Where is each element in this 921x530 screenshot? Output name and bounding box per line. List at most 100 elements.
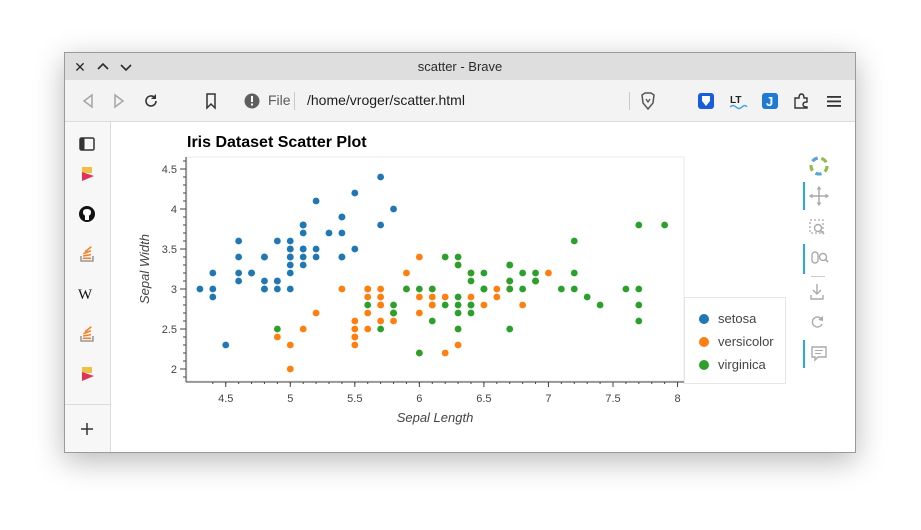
data-point-virginica [506,277,514,285]
x-tick-label: 5.5 [347,393,362,405]
data-point-setosa [325,229,333,237]
data-point-versicolor [286,365,294,373]
site-info-icon[interactable] [242,91,262,111]
data-point-setosa [235,269,243,277]
data-point-setosa [209,293,217,301]
data-point-setosa [235,277,243,285]
data-point-setosa [299,229,307,237]
legend-item-setosa[interactable]: setosa [699,311,756,327]
data-point-virginica [467,309,475,317]
bookmark-icon[interactable] [201,91,221,111]
data-point-setosa [286,253,294,261]
data-point-setosa [338,253,346,261]
legend[interactable]: setosa versicolor virginica [684,297,786,384]
x-tick-label: 6.5 [476,393,491,405]
wikipedia-icon[interactable]: W [77,284,97,304]
reset-icon[interactable] [803,310,833,334]
bokeh-logo-icon[interactable] [803,154,833,178]
y-tick-label: 4.5 [162,164,177,176]
data-point-versicolor [377,301,385,309]
data-point-setosa [299,253,307,261]
data-point-setosa [312,253,320,261]
save-icon[interactable] [803,280,833,304]
brave-shields-icon[interactable] [638,91,658,111]
data-point-virginica [519,285,527,293]
sidebar-divider [65,404,110,405]
dict-extension-icon[interactable]: J [760,91,780,111]
data-point-virginica [506,261,514,269]
data-points [196,173,669,373]
wheel-zoom-icon[interactable] [803,244,835,274]
data-point-versicolor [351,341,359,349]
github-icon[interactable] [77,204,97,224]
data-point-versicolor [441,349,449,357]
close-icon[interactable]: ✕ [74,59,86,75]
stackoverflow-icon-2[interactable] [77,324,97,344]
pan-tool-icon[interactable] [803,182,835,210]
add-icon[interactable] [77,419,97,439]
forward-icon[interactable] [109,91,129,111]
data-point-virginica [635,285,643,293]
bitwarden-icon[interactable] [696,91,716,111]
page-content: Iris Dataset Scatter Plot 4.5 5 5.5 6 6.5 7 7.… [111,122,855,453]
data-point-virginica [506,285,514,293]
data-point-versicolor [493,285,501,293]
bookmark-app-icon[interactable] [77,164,97,184]
stackoverflow-icon[interactable] [77,244,97,264]
data-point-virginica [635,221,643,229]
back-icon[interactable] [78,91,98,111]
legend-item-virginica[interactable]: virginica [699,357,766,373]
url-input[interactable]: /home/vroger/scatter.html [307,92,465,108]
browser-window: ✕ scatter - Brave File /home/vroger/scat… [64,52,856,453]
data-point-virginica [467,301,475,309]
svg-text:LT: LT [730,95,741,106]
extensions-puzzle-icon[interactable] [791,91,811,111]
y-axis-label: Sepal Width [137,234,152,304]
maximize-icon[interactable] [94,58,112,76]
bookmark-app-icon-2[interactable] [77,364,97,384]
data-point-versicolor [351,333,359,341]
data-point-virginica [570,237,578,245]
data-point-versicolor [428,301,436,309]
data-point-versicolor [286,341,294,349]
data-point-versicolor [299,325,307,333]
languagetool-icon[interactable]: LT [728,91,748,111]
reload-icon[interactable] [141,91,161,111]
data-point-setosa [273,285,281,293]
data-point-virginica [454,253,462,261]
data-point-virginica [390,309,397,317]
data-point-virginica [557,285,565,293]
x-axis-ticks: 4.5 5 5.5 6 6.5 7 7.5 8 [212,382,681,405]
window-title: scatter - Brave [417,59,503,74]
menu-icon[interactable] [824,91,844,111]
data-point-setosa [273,237,281,245]
scatter-plot[interactable]: 4.5 5 5.5 6 6.5 7 7.5 8 2 2.5 3 3.5 4 4.5 Sepal Leng… [111,122,811,453]
legend-item-versicolor[interactable]: versicolor [699,334,774,350]
data-point-virginica [454,261,462,269]
box-zoom-icon[interactable] [803,216,833,240]
data-point-virginica [273,325,281,333]
data-point-versicolor [480,301,488,309]
minimize-icon[interactable] [117,58,135,76]
data-point-versicolor [351,317,359,325]
data-point-virginica [596,301,604,309]
data-point-versicolor [415,253,423,261]
x-tick-label: 4.5 [218,393,233,405]
data-point-versicolor [377,293,385,301]
data-point-virginica [532,277,539,285]
legend-marker [699,337,709,347]
data-point-virginica [583,293,591,301]
data-point-versicolor [390,317,397,325]
data-point-setosa [235,253,243,261]
data-point-virginica [454,309,462,317]
data-point-setosa [261,253,268,261]
data-point-setosa [299,245,307,253]
data-point-setosa [248,269,255,277]
data-point-setosa [286,285,294,293]
data-point-virginica [519,269,527,277]
data-point-virginica [415,285,423,293]
sidebar-toggle-icon[interactable] [77,134,97,154]
hover-tool-icon[interactable] [803,340,835,368]
data-point-versicolor [364,309,372,317]
data-point-versicolor [454,341,462,349]
